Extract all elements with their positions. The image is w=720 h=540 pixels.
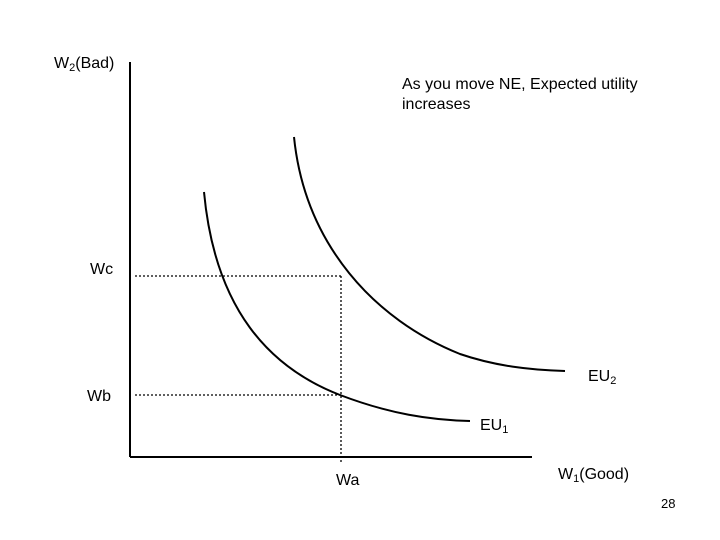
eu2-curve [293, 136, 566, 372]
y-axis-label: W2(Bad) [54, 55, 115, 74]
direction-note-line-1: As you move NE, Expected utility [402, 76, 638, 93]
wc-label: Wc [90, 261, 114, 278]
eu2-label: EU2 [588, 368, 617, 387]
page-number: 28 [661, 496, 676, 511]
x-axis-label: W1(Good) [558, 466, 630, 485]
wa-label: Wa [336, 472, 360, 489]
wb-label: Wb [87, 388, 111, 405]
eu1-label: EU1 [480, 417, 509, 436]
eu1-curve [203, 191, 471, 422]
direction-note: As you move NE, Expected utility increas… [402, 75, 712, 115]
direction-note-line-2: increases [402, 96, 471, 113]
